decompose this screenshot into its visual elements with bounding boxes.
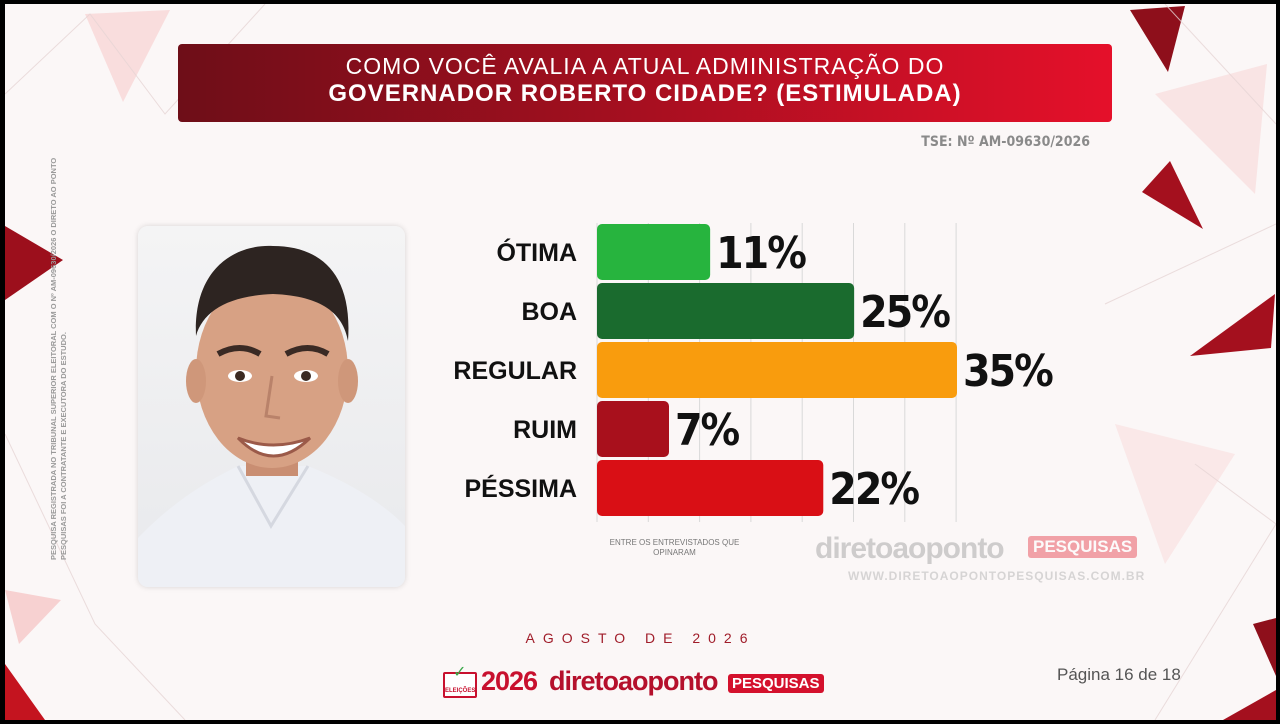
check-icon: ✓ [453,664,467,681]
category-label-0: ÓTIMA [496,237,577,267]
chart-footnote: ENTRE OS ENTREVISTADOS QUE OPINARAM [609,538,740,557]
footer-wordmark: diretoaoponto [549,666,718,696]
watermark-brand: diretoaoponto PESQUISAS WWW.DIRETOAOPONT… [815,532,1155,592]
watermark-tag: PESQUISAS [1028,536,1138,558]
category-label-2: REGULAR [453,357,577,385]
value-label-3: 7% [675,405,740,456]
footer-tag: PESQUISAS [728,674,824,693]
slide: COMO VOCÊ AVALIA A ATUAL ADMINISTRAÇÃO D… [5,4,1276,720]
watermark-site: WWW.DIRETOAOPONTOPESQUISAS.COM.BR [848,569,1146,583]
footer-year: 2026 [481,666,538,696]
value-label-0: 11% [716,228,806,279]
value-label-2: 35% [963,346,1053,397]
evaluation-bar-chart: ÓTIMA 11% BOA 25% REGULAR 35% RUIM 7% PÉSSIMA 22% [453,223,1055,522]
bar-4 [597,460,824,516]
ballot-box-icon: ✓ ELEIÇÕES [443,664,477,698]
title-line-2: GOVERNADOR ROBERTO CIDADE? (ESTIMULADA) [328,80,962,107]
bar-0 [597,224,711,280]
bar-1 [597,283,855,339]
watermark-wordmark: diretoaoponto [815,532,1005,565]
category-label-4: PÉSSIMA [464,474,577,503]
category-label-3: RUIM [513,416,577,444]
survey-date: AGOSTO DE 2026 [525,630,756,646]
category-label-1: BOA [521,298,577,326]
candidate-photo [138,226,405,587]
page-number: Página 16 de 18 [1057,665,1181,684]
title-banner: COMO VOCÊ AVALIA A ATUAL ADMINISTRAÇÃO D… [178,44,1112,122]
value-label-1: 25% [860,287,950,338]
value-label-4: 22% [829,464,919,515]
footer-logo: ✓ ELEIÇÕES 2026 diretoaoponto PESQUISAS [441,664,841,700]
title-line-1: COMO VOCÊ AVALIA A ATUAL ADMINISTRAÇÃO D… [345,53,945,79]
registration-number: TSE: Nº AM-09630/2026 [921,134,1090,150]
bar-2 [597,342,957,398]
background-decoration [5,4,1276,720]
footer-badge-label: ELEIÇÕES [445,688,476,694]
bar-3 [597,401,669,457]
